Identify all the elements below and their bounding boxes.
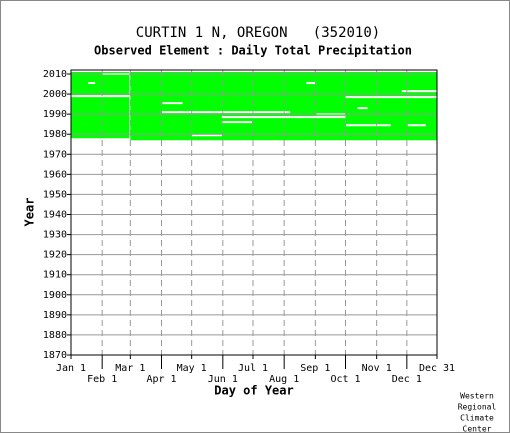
y-tick-label: 1870 bbox=[43, 350, 67, 361]
x-tick-label: Sep 1 bbox=[300, 363, 330, 374]
credit-line: Regional bbox=[458, 403, 497, 412]
x-tick-label: Nov 1 bbox=[362, 363, 392, 374]
x-tick-label: Aug 1 bbox=[269, 374, 299, 385]
credit-line: Western bbox=[460, 392, 494, 401]
x-axis-label: Day of Year bbox=[214, 384, 293, 398]
x-tick-label: Jun 1 bbox=[208, 374, 238, 385]
y-tick-label: 1970 bbox=[43, 149, 67, 160]
chart-subtitle: Observed Element : Daily Total Precipita… bbox=[94, 44, 412, 58]
y-tick-label: 1920 bbox=[43, 250, 67, 261]
x-tick-label: Jul 1 bbox=[238, 363, 268, 374]
credit-line: Climate bbox=[460, 414, 494, 423]
x-tick-label: May 1 bbox=[177, 363, 207, 374]
y-tick-label: 1960 bbox=[43, 169, 67, 180]
x-tick-label: Mar 1 bbox=[115, 363, 145, 374]
x-tick-label: Jan 1 bbox=[56, 363, 86, 374]
y-axis-label: Year bbox=[23, 198, 37, 227]
y-tick-label: 1890 bbox=[43, 310, 67, 321]
coverage-block bbox=[71, 72, 130, 139]
coverage-block bbox=[130, 72, 438, 141]
y-tick-label: 1910 bbox=[43, 270, 67, 281]
y-tick-label: 1930 bbox=[43, 230, 67, 241]
y-tick-label: 2010 bbox=[43, 69, 67, 80]
y-tick-label: 1950 bbox=[43, 189, 67, 200]
x-tick-label: Dec 1 bbox=[392, 374, 422, 385]
y-tick-label: 1940 bbox=[43, 210, 67, 221]
y-tick-label: 1880 bbox=[43, 330, 67, 341]
y-tick-label: 1900 bbox=[43, 290, 67, 301]
x-tick-label: Dec 31 bbox=[419, 363, 455, 374]
x-tick-label: Oct 1 bbox=[330, 374, 360, 385]
y-tick-label: 1980 bbox=[43, 129, 67, 140]
credit-line: Center bbox=[463, 425, 492, 433]
y-tick-label: 2000 bbox=[43, 89, 67, 100]
plot-border bbox=[70, 69, 438, 356]
credit: Western Regional Climate Center bbox=[458, 392, 497, 433]
x-tick-label: Apr 1 bbox=[146, 374, 176, 385]
x-tick-label: Feb 1 bbox=[87, 374, 117, 385]
y-tick-label: 1990 bbox=[43, 109, 67, 120]
chart-title: CURTIN 1 N, OREGON (352010) bbox=[136, 25, 380, 41]
